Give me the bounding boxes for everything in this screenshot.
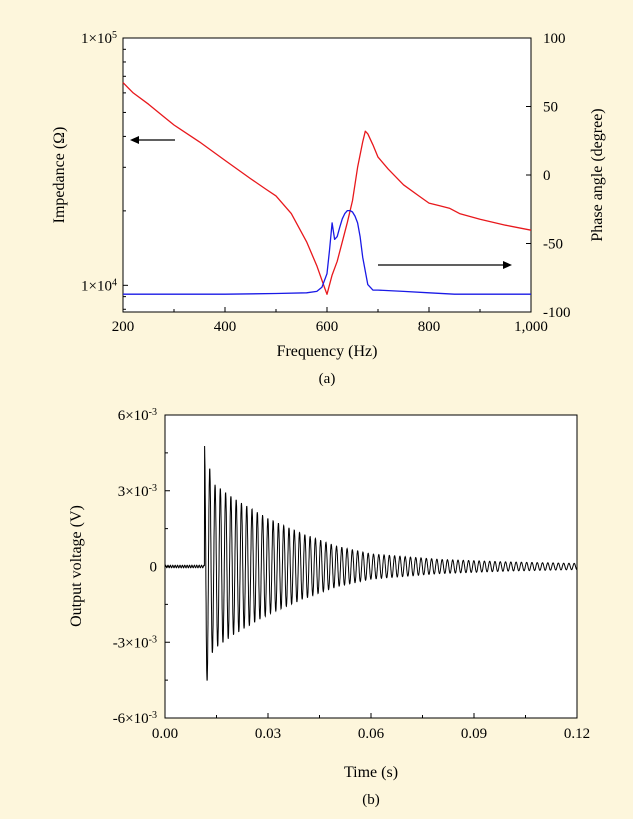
right-arrow-head xyxy=(503,261,512,269)
x-tick-label: 800 xyxy=(418,319,441,335)
chart-b: 0.00 0.03 0.06 0.09 0.12 -6×10-3 -3×10-3 0 3×10… xyxy=(68,407,590,809)
chart-a-x-label: Frequency (Hz) xyxy=(277,343,378,360)
x-tick-label: 600 xyxy=(316,319,339,335)
voltage-series-line xyxy=(164,445,578,681)
y2-tick-label: -50 xyxy=(543,237,563,253)
chart-a-caption: (a) xyxy=(319,371,336,387)
phase-series-line xyxy=(123,209,531,295)
x-tick-label: 400 xyxy=(214,319,237,335)
chart-a: 200 400 600 800 1,000 1×104 1×105 -100 -50 0 50 1… xyxy=(51,30,606,388)
x-tick-label: 0.03 xyxy=(255,726,281,742)
x-tick-label: 0.12 xyxy=(564,726,590,742)
y-tick-label: 3×10-3 xyxy=(118,482,157,500)
chart-a-x-ticks: 200 400 600 800 1,000 xyxy=(112,307,548,335)
chart-b-y-label: Output voltage (V) xyxy=(68,505,85,627)
y2-tick-label: 50 xyxy=(543,100,558,116)
chart-b-y-ticks: -6×10-3 -3×10-3 0 3×10-3 6×10-3 xyxy=(113,407,170,728)
chart-a-right-arrow xyxy=(378,261,512,269)
y-tick-label: -6×10-3 xyxy=(113,710,157,728)
y-tick-label: 1×105 xyxy=(81,30,117,48)
x-tick-label: 200 xyxy=(112,319,135,335)
chart-a-left-arrow xyxy=(130,136,175,144)
chart-b-plot-area xyxy=(164,414,578,719)
x-tick-label: 0.09 xyxy=(461,726,487,742)
chart-a-series xyxy=(122,82,532,295)
chart-b-x-ticks: 0.00 0.03 0.06 0.09 0.12 xyxy=(152,713,590,742)
y2-tick-label: -100 xyxy=(543,305,571,321)
chart-a-y-ticks: 1×104 1×105 xyxy=(81,30,128,310)
y-tick-label: 1×104 xyxy=(81,277,117,295)
y2-tick-label: 100 xyxy=(543,31,566,47)
chart-a-y2-label: Phase angle (degree) xyxy=(589,108,606,241)
chart-a-y-label: Impedance (Ω) xyxy=(51,127,68,224)
x-tick-label: 0.06 xyxy=(358,726,385,742)
y-tick-label: 6×10-3 xyxy=(118,407,157,425)
chart-a-y2-ticks: -100 -50 0 50 100 xyxy=(526,31,571,321)
left-arrow-head xyxy=(130,136,139,144)
chart-b-caption: (b) xyxy=(362,792,380,808)
y-tick-label: 0 xyxy=(150,560,158,576)
x-tick-label: 0.00 xyxy=(152,726,178,742)
chart-b-x-label: Time (s) xyxy=(344,764,398,781)
chart-a-plot-area xyxy=(122,37,532,313)
impedance-series-line xyxy=(122,82,532,295)
y-tick-label: -3×10-3 xyxy=(113,634,157,652)
x-tick-label: 1,000 xyxy=(514,319,548,335)
y2-tick-label: 0 xyxy=(543,168,551,184)
chart-b-series xyxy=(164,445,578,681)
